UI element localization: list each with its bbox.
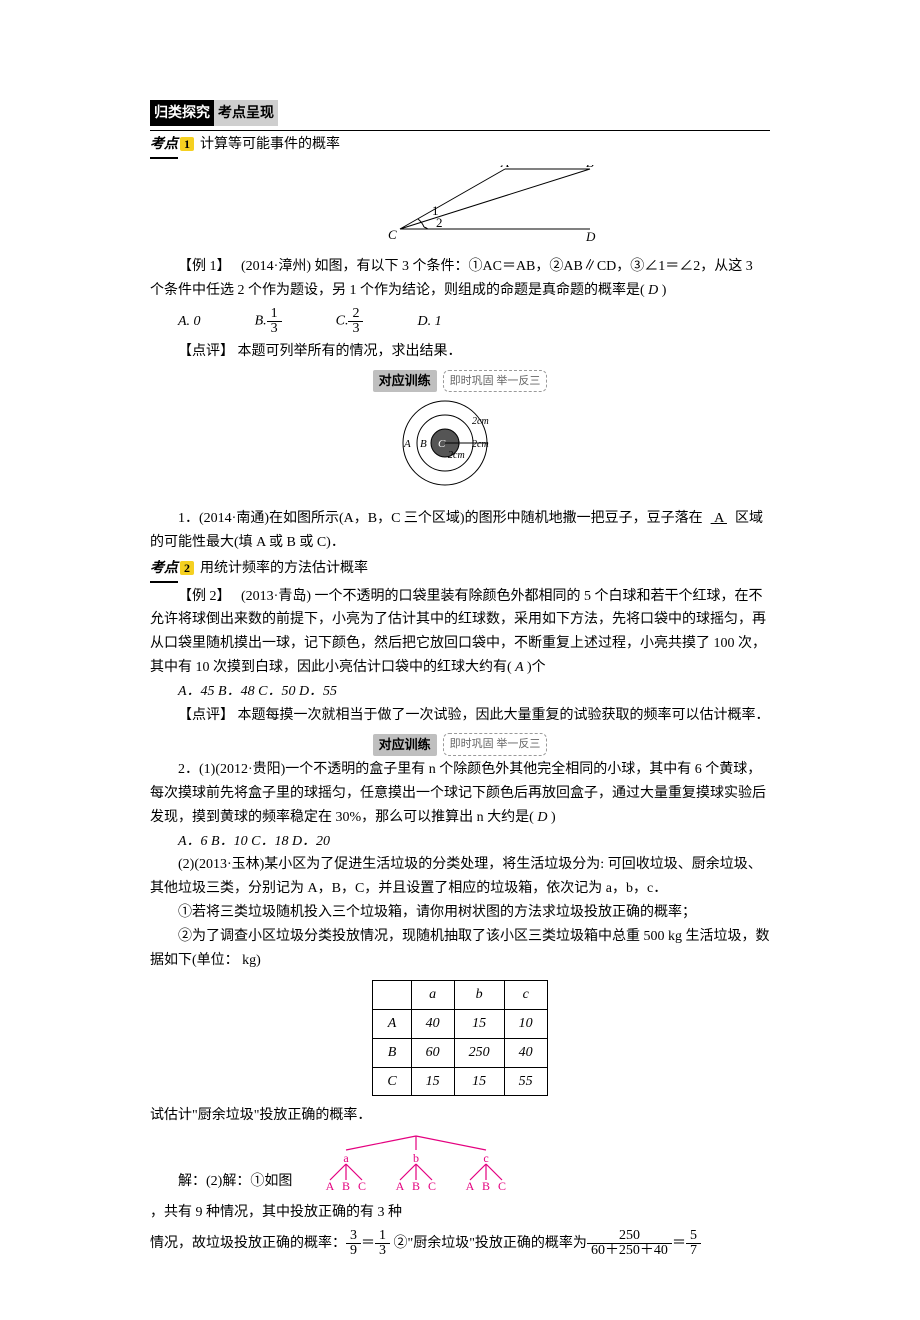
svg-text:D: D (585, 229, 596, 241)
question-2-2-q1: ①若将三类垃圾随机投入三个垃圾箱，请你用树状图的方法求垃圾投放正确的概率； (150, 901, 770, 925)
kaodian-1-title: 计算等可能事件的概率 (200, 133, 340, 157)
ex1-body-b: ) (662, 283, 667, 298)
bullseye-svg: ABC2cm2cm2cm (390, 398, 530, 492)
bullseye-figure: ABC2cm2cm2cm (150, 398, 770, 501)
header-underline (150, 130, 770, 131)
svg-text:c: c (484, 1151, 489, 1165)
duiying-2: 对应训练 即时巩固 举一反三 (150, 733, 770, 756)
kaodian-2-title: 用统计频率的方法估计概率 (200, 557, 368, 581)
header-badge-right: 考点呈现 (214, 100, 278, 126)
ex2-body-b: )个 (527, 660, 546, 675)
q2-1-ans: D (534, 810, 551, 825)
svg-text:A: A (500, 165, 509, 170)
ex1-review: 【点评】 本题可列举所有的情况，求出结果． (150, 340, 770, 364)
duiying-sub-2: 即时巩固 举一反三 (443, 733, 548, 756)
q2-1-b: ) (551, 810, 556, 825)
kaodian-1-num: 1 (180, 137, 194, 151)
ex2-tag: 【例 2】 (178, 589, 231, 604)
tree-svg: aABCbABCcABC (296, 1132, 526, 1198)
svg-text:a: a (344, 1151, 350, 1165)
kaodian-1-row: 考点1 计算等可能事件的概率 (150, 133, 770, 159)
svg-text:C: C (388, 227, 397, 241)
question-2-2-intro: (2)(2013·玉林)某小区为了促进生活垃圾的分类处理，将生活垃圾分为: 可回… (150, 853, 770, 901)
example-2: 【例 2】 (2013·青岛) 一个不透明的口袋里装有除颜色外都相同的 5 个白… (150, 585, 770, 680)
sol-after-tree: ，共有 9 种情况，其中投放正确的有 3 种 (150, 1198, 402, 1229)
svg-text:B: B (412, 1179, 420, 1193)
ex1-tag: 【例 1】 (178, 259, 231, 274)
svg-text:2cm: 2cm (472, 439, 489, 450)
kaodian-2-num: 2 (180, 561, 194, 575)
opt-A: A. 0 (178, 310, 201, 334)
ex1-options: A. 0 B.13 C.23 D. 1 (150, 307, 770, 336)
q2-1-a: 2．(1)(2012·贵阳)一个不透明的盒子里有 n 个除颜色外其他完全相同的小… (150, 762, 766, 825)
q2-1-opts: A．6 B．10 C．18 D．20 (150, 830, 770, 854)
svg-text:C: C (438, 438, 446, 450)
svg-text:B: B (342, 1179, 350, 1193)
svg-text:A: A (396, 1179, 405, 1193)
duiying-badge-2: 对应训练 (373, 734, 437, 756)
svg-text:C: C (428, 1179, 436, 1193)
svg-text:b: b (413, 1151, 419, 1165)
triangle-figure: ABCD12 (150, 165, 770, 250)
kaodian-label-2: 考点 (150, 557, 178, 583)
ex1-src: (2014·漳州) (241, 259, 311, 274)
svg-text:B: B (420, 438, 427, 450)
opt-D: D. 1 (417, 310, 441, 334)
header-badge-left: 归类探究 (150, 100, 214, 126)
example-1: 【例 1】 (2014·漳州) 如图，有以下 3 个条件：①AC＝AB，②AB∥… (150, 255, 770, 303)
duiying-1: 对应训练 即时巩固 举一反三 (150, 370, 770, 393)
kaodian-label: 考点 (150, 133, 178, 159)
ex2-answer: A (512, 660, 527, 675)
solution-block: 解：(2)解：①如图 aABCbABCcABC ，共有 9 种情况，其中投放正确… (150, 1132, 770, 1260)
svg-text:C: C (358, 1179, 366, 1193)
svg-text:B: B (586, 165, 594, 170)
ex2-options: A．45 B．48 C．50 D．55 (150, 680, 770, 704)
svg-text:C: C (498, 1179, 506, 1193)
duiying-sub: 即时巩固 举一反三 (443, 370, 548, 393)
sol-line2: 情况，故垃圾投放正确的概率：39＝13 ②"厨余垃圾"投放正确的概率为25060… (150, 1229, 770, 1260)
question-1: 1．(2014·南通)在如图所示(A，B，C 三个区域)的图形中随机地撒一把豆子… (150, 507, 770, 555)
q1-a: 1．(2014·南通)在如图所示(A，B，C 三个区域)的图形中随机地撒一把豆子… (178, 511, 703, 526)
kaodian-2-row: 考点2 用统计频率的方法估计概率 (150, 557, 770, 583)
svg-text:A: A (326, 1179, 335, 1193)
svg-text:2cm: 2cm (472, 416, 489, 427)
ex1-answer: D (645, 283, 662, 298)
opt-C: C.23 (336, 307, 364, 336)
garbage-table: abcA401510B6025040C151555 (372, 980, 547, 1096)
duiying-badge: 对应训练 (373, 370, 437, 392)
section-header: 归类探究 考点呈现 (150, 100, 770, 126)
svg-text:A: A (403, 438, 411, 450)
ex2-src: (2013·青岛) (241, 589, 311, 604)
estimate-line: 试估计"厨余垃圾"投放正确的概率． (150, 1104, 770, 1128)
svg-text:2: 2 (436, 215, 443, 230)
svg-text:B: B (482, 1179, 490, 1193)
svg-text:2cm: 2cm (448, 450, 465, 461)
sol-pre: 解：(2)解：①如图 (150, 1167, 292, 1198)
question-2-2-q2: ②为了调查小区垃圾分类投放情况，现随机抽取了该小区三类垃圾箱中总重 500 kg… (150, 925, 770, 973)
triangle-svg: ABCD12 (300, 165, 620, 241)
svg-text:A: A (466, 1179, 475, 1193)
question-2-1: 2．(1)(2012·贵阳)一个不透明的盒子里有 n 个除颜色外其他完全相同的小… (150, 758, 770, 829)
ex2-review: 【点评】 本题每摸一次就相当于做了一次试验，因此大量重复的试验获取的频率可以估计… (150, 704, 770, 728)
opt-B: B.13 (255, 307, 282, 336)
q1-blank: A (703, 511, 735, 526)
